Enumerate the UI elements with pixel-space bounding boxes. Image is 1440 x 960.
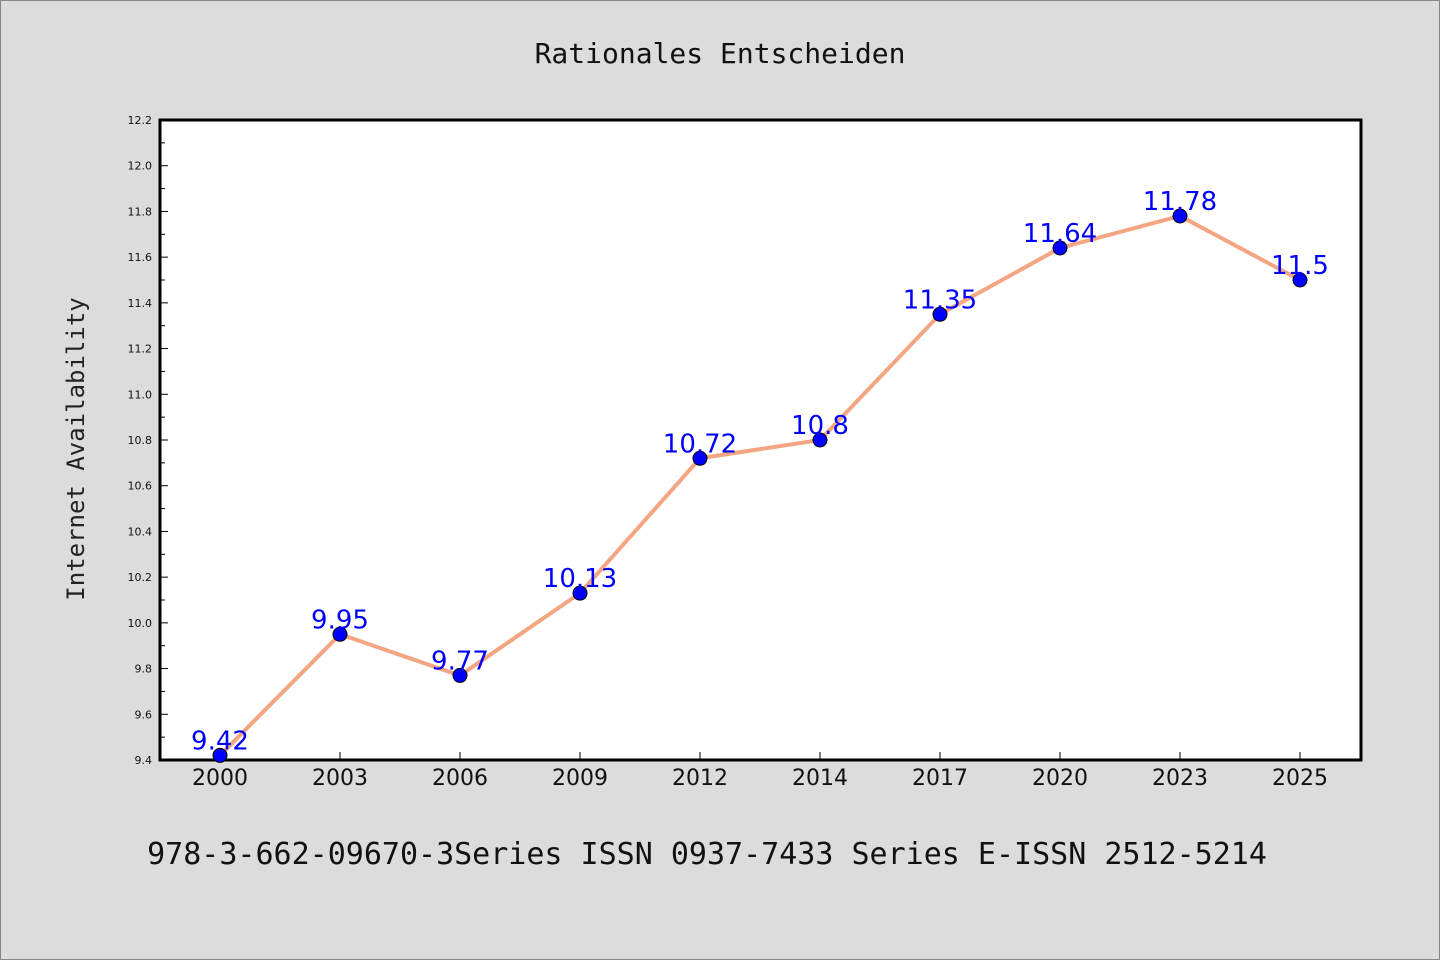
y-tick-label: 11.6 [128, 251, 153, 264]
data-label: 9.42 [191, 726, 249, 756]
x-tick-label: 2020 [1032, 766, 1088, 791]
y-tick-label: 11.8 [128, 205, 153, 218]
y-tick-label: 9.6 [135, 708, 153, 721]
series-layer [212, 208, 1308, 763]
x-tick-label: 2006 [432, 766, 488, 791]
y-tick-label: 9.4 [135, 754, 153, 767]
data-point [1172, 208, 1188, 224]
y-tick-label: 11.2 [128, 343, 153, 356]
x-tick-label: 2000 [192, 766, 248, 791]
data-label: 10.72 [663, 429, 737, 459]
y-tick-label: 12.0 [128, 160, 153, 173]
y-tick-label: 10.0 [128, 617, 153, 630]
y-axis-label: Internet Availability [62, 297, 90, 600]
y-tick-label: 10.6 [128, 480, 153, 493]
x-tick-label: 2009 [552, 766, 608, 791]
x-tick-label: 2017 [912, 766, 968, 791]
data-label: 11.64 [1023, 219, 1097, 249]
data-label: 9.95 [311, 605, 369, 635]
chart-title: Rationales Entscheiden [535, 37, 906, 70]
data-label: 11.5 [1271, 251, 1329, 281]
x-tick-label: 2012 [672, 766, 728, 791]
y-tick-label: 11.0 [128, 388, 153, 401]
y-tick-label: 10.8 [128, 434, 153, 447]
y-tick-label: 10.2 [128, 571, 153, 584]
data-label: 11.78 [1143, 187, 1217, 217]
y-tick-label: 9.8 [135, 663, 153, 676]
data-label: 10.13 [543, 564, 617, 594]
data-point [212, 747, 228, 763]
data-label: 9.77 [431, 646, 489, 676]
caption: 978-3-662-09670-3Series ISSN 0937-7433 S… [147, 837, 1267, 872]
plot-area [158, 118, 1363, 762]
data-point [932, 306, 948, 322]
data-point [812, 432, 828, 448]
series-line [218, 214, 1301, 757]
y-tick-label: 12.2 [128, 114, 153, 127]
y-tick-label: 11.4 [128, 297, 153, 310]
data-label: 11.35 [903, 285, 977, 315]
x-tick-label: 2023 [1152, 766, 1208, 791]
data-point [452, 667, 468, 683]
data-point [692, 450, 708, 466]
data-label: 10.8 [791, 411, 849, 441]
x-axis: 2000 2003 2006 2009 2012 2014 2017 2020 2023 2025 [192, 752, 1328, 791]
data-labels: 9.42 9.95 9.77 10.13 10.72 10.8 11.35 11.64 11.7… [191, 187, 1329, 756]
data-point [1052, 240, 1068, 256]
data-point [332, 626, 348, 642]
y-tick-label: 10.4 [128, 525, 153, 538]
x-tick-label: 2014 [792, 766, 848, 791]
data-point [1292, 272, 1308, 288]
y-axis: 9.4 9.6 9.8 10.0 10.2 10.4 10.6 10.8 11.0 11.2 11.… [128, 114, 168, 767]
data-point [572, 585, 588, 601]
x-tick-label: 2003 [312, 766, 368, 791]
x-tick-label: 2025 [1272, 766, 1328, 791]
